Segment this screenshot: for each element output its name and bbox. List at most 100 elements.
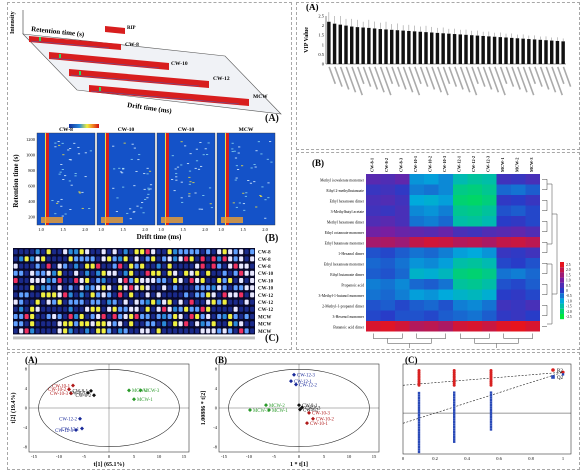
heat-cell <box>366 310 381 321</box>
fingerprint-cell <box>63 249 68 255</box>
pls-y-tick: 8 <box>215 366 218 371</box>
topo-spot <box>118 167 121 169</box>
fingerprint-cell <box>19 285 24 291</box>
heat-cell <box>395 321 410 332</box>
heat-column-label: CW-8-3 <box>398 158 403 172</box>
heat-cell <box>366 184 381 195</box>
fingerprint-cell <box>35 278 40 283</box>
heat-cell <box>467 258 482 269</box>
vip-y-tick: 0.5 <box>318 52 324 57</box>
fingerprint-cell <box>13 321 18 327</box>
fingerprint-cell <box>250 328 255 334</box>
pls-point <box>267 407 271 412</box>
fingerprint-cell <box>118 270 123 276</box>
fingerprint-cell <box>140 299 145 305</box>
fingerprint-cell <box>13 263 18 269</box>
topo-spot <box>59 171 62 173</box>
fingerprint-cell <box>19 314 24 319</box>
topo-spot <box>146 173 149 175</box>
heat-cell <box>511 195 526 206</box>
fingerprint-cell <box>68 270 73 276</box>
fingerprint-cell <box>162 249 167 255</box>
fingerprint-cell <box>52 263 57 269</box>
fingerprint-cell <box>24 321 29 327</box>
fingerprint-cell <box>134 314 139 319</box>
heat-cell <box>467 184 482 195</box>
fingerprint-cell <box>123 278 128 283</box>
topo-spot <box>194 192 197 194</box>
fingerprint-cell <box>107 285 112 291</box>
heat-cell <box>409 226 424 237</box>
topo-spot <box>250 167 253 169</box>
heat-row-label: 3-Hexenol monomer <box>332 315 364 319</box>
fingerprint-cell <box>101 256 106 262</box>
perm-q2-point <box>417 411 421 414</box>
heat-cell <box>453 279 468 290</box>
topo-x-tick: 1.5 <box>180 227 186 232</box>
pca-x-tick: 10 <box>157 454 162 459</box>
fingerprint-row-label: CW-10 <box>258 272 274 277</box>
topo-x-tick: 2.0 <box>142 227 148 232</box>
perm-q2-point <box>453 398 456 402</box>
heat-legend-tick: 1.0 <box>566 279 571 283</box>
fingerprint-cell <box>211 256 216 262</box>
left-label-a: (A) <box>265 113 279 124</box>
topo-spot <box>232 202 235 204</box>
heat-cell <box>467 321 482 332</box>
topo-spot <box>189 181 192 183</box>
fingerprint-cell <box>140 328 145 334</box>
fingerprint-cell <box>239 249 244 255</box>
fingerprint-cell <box>30 314 35 319</box>
topo-sample-label: CW-8 <box>59 127 73 133</box>
perm-q2-point <box>489 408 493 412</box>
heat-cell <box>438 174 453 185</box>
fingerprint-cell <box>145 292 150 298</box>
topo-spot <box>198 208 201 210</box>
perm-q2-point <box>417 450 421 454</box>
pca-point <box>89 388 93 393</box>
heat-cell <box>424 174 439 185</box>
topo-spot <box>122 186 125 188</box>
pls-x-tick: -5 <box>272 454 276 459</box>
perm-q2-point <box>453 396 456 399</box>
fingerprint-cell <box>112 299 117 305</box>
fingerprint-cell <box>244 328 249 334</box>
fingerprint-cell <box>244 278 249 283</box>
fingerprint-cell <box>239 314 244 319</box>
fingerprint-cell <box>101 314 106 319</box>
topo-spot <box>233 150 236 152</box>
topo-y-label: Retention time (s) <box>12 154 20 208</box>
heat-legend-tick: -2.5 <box>566 315 572 319</box>
topo-rip-line <box>226 133 229 225</box>
fingerprint-cell <box>123 292 128 298</box>
topo-spot <box>197 168 201 170</box>
fingerprint-cell <box>63 263 68 269</box>
heat-row-label: Ethyl butanoate monomer <box>325 242 365 246</box>
topo-rip-line <box>46 133 49 225</box>
fingerprint-cell <box>41 278 46 283</box>
heat-cell <box>482 300 497 311</box>
vip-y-tick: 0 <box>322 62 325 67</box>
perm-q2-point <box>453 406 456 409</box>
heat-cell <box>438 258 453 269</box>
heat-cell <box>438 310 453 321</box>
topo-x-tick: 1.0 <box>98 227 104 232</box>
fingerprint-cell <box>129 292 134 298</box>
fingerprint-cell <box>162 306 167 312</box>
fingerprint-cell <box>13 314 18 319</box>
perm-q2-point <box>489 393 493 397</box>
heat-cell <box>525 247 540 258</box>
fingerprint-cell <box>24 292 29 298</box>
fingerprint-cell <box>101 299 106 305</box>
heat-cell <box>409 289 424 300</box>
perm-legend-r2: R2 <box>557 369 563 374</box>
fingerprint-cell <box>63 285 68 291</box>
topo-spot <box>147 189 151 191</box>
fingerprint-cell <box>123 306 128 312</box>
fingerprint-cell <box>178 278 183 283</box>
fingerprint-cell <box>35 328 40 334</box>
fingerprint-cell <box>167 299 172 305</box>
fingerprint-cell <box>90 249 95 255</box>
topo-spot <box>130 158 133 160</box>
fingerprint-row-label: MCW <box>258 330 271 335</box>
